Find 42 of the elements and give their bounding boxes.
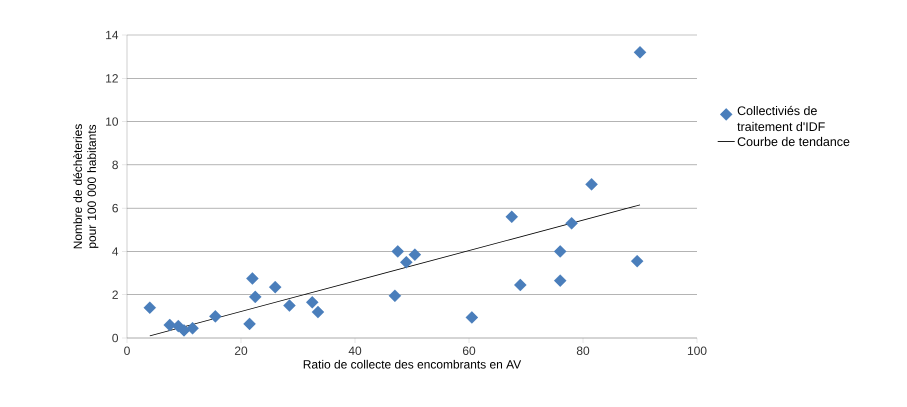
y-tick-label: 0 (112, 334, 118, 342)
x-tick-label: 100 (688, 346, 707, 355)
point (554, 274, 566, 287)
point (505, 210, 518, 224)
point (306, 296, 319, 309)
point (408, 248, 422, 261)
point (585, 178, 598, 191)
y-tick-label: 10 (106, 117, 118, 126)
point (514, 278, 527, 292)
point (400, 256, 413, 269)
x-tick-label: 0 (124, 346, 130, 355)
point (466, 311, 478, 324)
point (248, 290, 262, 304)
legend-label: Courbe de tendance (738, 136, 850, 146)
point (312, 306, 324, 318)
point (565, 217, 578, 230)
y-tick-label: 8 (112, 160, 118, 170)
point (144, 301, 156, 314)
x-tick-label: 80 (576, 346, 590, 355)
legend-label: Collectiviés de traitement d'IDF (737, 106, 825, 132)
point (268, 280, 282, 294)
point (388, 290, 402, 302)
y-axis-title: Nombre de déchèteries pour 100 000 habitants (73, 124, 98, 248)
y-tick-label: 6 (112, 204, 118, 212)
point (283, 299, 296, 312)
y-tick-label: 2 (112, 290, 118, 299)
x-tick-label: 40 (348, 346, 362, 355)
point (630, 254, 644, 268)
point (391, 245, 404, 258)
x-tick-label: 20 (234, 346, 248, 355)
y-tick-label: 4 (112, 247, 118, 256)
point (209, 310, 222, 323)
y-tick-label: 12 (106, 74, 118, 82)
point (246, 272, 259, 285)
point (178, 324, 190, 337)
point (554, 245, 566, 258)
point (634, 46, 646, 59)
x-axis-title: Ratio de collecte des encombrants en AV (304, 360, 522, 369)
y-tick-label: 14 (106, 30, 118, 40)
point (186, 322, 199, 335)
x-tick-label: 60 (462, 346, 476, 355)
point (243, 318, 256, 330)
